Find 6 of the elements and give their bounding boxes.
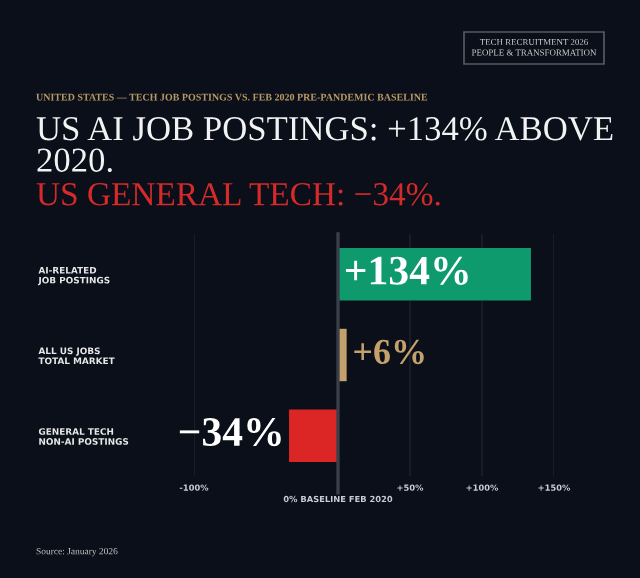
data-label: +6% bbox=[354, 339, 424, 365]
chart-title: US AI JOB POSTINGS: +134% ABOVE 2020. bbox=[36, 117, 613, 173]
data-label: +134% bbox=[345, 256, 468, 285]
bar bbox=[289, 409, 338, 462]
chart-subtitle: US GENERAL TECH: −34%. bbox=[36, 182, 440, 206]
data-label: −34% bbox=[179, 417, 281, 447]
